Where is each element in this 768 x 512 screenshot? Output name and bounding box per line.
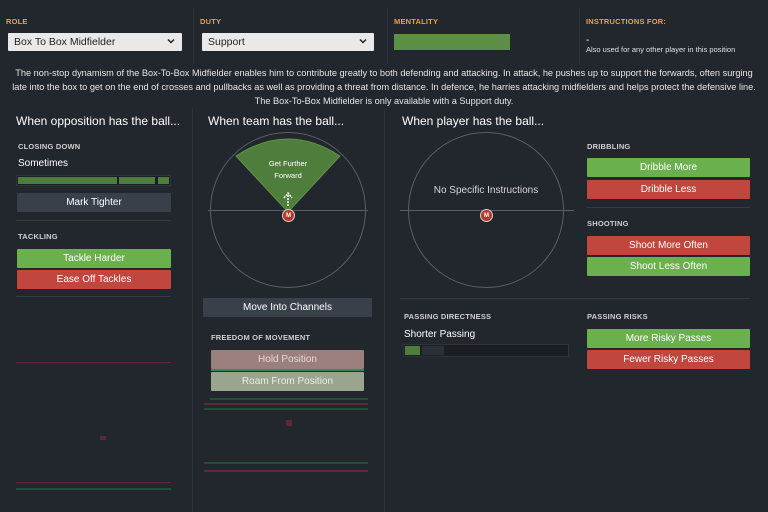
player-title: When player has the ball... [402,114,545,128]
zone-label-line1: Get Further [268,159,308,168]
opposition-title: When opposition has the ball... [16,114,181,128]
fewer-risky-passes-button[interactable]: Fewer Risky Passes [587,350,750,369]
closing-down-value: Sometimes [18,158,69,169]
duty-section: DUTY Support [194,8,388,64]
role-select[interactable]: Box To Box Midfielder [8,33,182,51]
hold-position-button[interactable]: Hold Position [211,350,364,369]
mentality-label: MENTALITY [394,17,439,26]
zone-label: Get Further Forward [248,158,328,182]
more-risky-passes-button[interactable]: More Risky Passes [587,329,750,348]
role-section: ROLE Box To Box Midfielder [0,8,194,64]
mentality-section: MENTALITY [388,8,580,64]
duty-value: Support [208,36,245,48]
render-artifact [204,403,368,405]
freedom-of-movement-label: FREEDOM OF MOVEMENT [211,333,311,342]
passing-directness-slider[interactable] [403,344,569,357]
section-divider [587,207,750,208]
instructions-label: INSTRUCTIONS FOR: [586,17,667,26]
render-artifact [286,420,292,426]
passing-directness-label: PASSING DIRECTNESS [404,312,492,321]
dribble-less-button[interactable]: Dribble Less [587,180,750,199]
passing-risks-label: PASSING RISKS [587,312,648,321]
tackle-harder-button[interactable]: Tackle Harder [17,249,171,268]
movement-zone [235,138,341,213]
chevron-down-icon [359,38,367,44]
player-marker: M [480,209,493,222]
header-bar: ROLE Box To Box Midfielder DUTY Support … [0,8,768,64]
shoot-more-often-button[interactable]: Shoot More Often [587,236,750,255]
slider-segment [18,177,117,184]
section-divider [16,220,171,221]
closing-down-slider[interactable] [16,175,171,186]
closing-down-label: CLOSING DOWN [18,142,81,151]
duty-label: DUTY [200,17,222,26]
shooting-label: SHOOTING [587,219,629,228]
passing-directness-value: Shorter Passing [404,329,476,340]
chevron-down-icon [167,38,175,44]
shoot-less-often-button[interactable]: Shoot Less Often [587,257,750,276]
tackling-label: TACKLING [18,232,58,241]
column-divider [384,108,385,512]
column-divider [192,108,193,512]
button-underline [211,369,364,371]
render-artifact [210,398,368,400]
roam-from-position-button[interactable]: Roam From Position [211,372,364,391]
no-instructions-text: No Specific Instructions [433,185,539,196]
render-artifact [16,488,171,490]
team-title: When team has the ball... [208,114,345,128]
mark-tighter-button[interactable]: Mark Tighter [17,193,171,212]
move-into-channels-button[interactable]: Move Into Channels [203,298,372,317]
role-description: The non-stop dynamism of the Box-To-Box … [12,68,756,106]
render-artifact [16,362,171,363]
arrow-up-icon [283,191,293,206]
instructions-value: - [586,35,590,46]
zone-label-line2: Forward [274,171,302,180]
render-artifact [204,408,368,410]
render-artifact [100,436,106,440]
role-value: Box To Box Midfielder [14,36,116,48]
role-label: ROLE [6,17,28,26]
render-artifact [204,462,368,464]
slider-segment [422,346,444,355]
mentality-bar [394,34,510,50]
duty-select[interactable]: Support [202,33,374,51]
render-artifact [16,482,171,483]
slider-segment [405,346,420,355]
ease-off-tackles-button[interactable]: Ease Off Tackles [17,270,171,289]
instructions-section: INSTRUCTIONS FOR: - Also used for any ot… [580,8,768,64]
section-divider [400,298,750,299]
slider-segment [158,177,169,184]
slider-segment [119,177,155,184]
instructions-note: Also used for any other player in this p… [586,45,736,54]
dribble-more-button[interactable]: Dribble More [587,158,750,177]
dribbling-label: DRIBBLING [587,142,631,151]
render-artifact [204,470,368,472]
player-marker: M [282,209,295,222]
section-divider [16,296,171,297]
